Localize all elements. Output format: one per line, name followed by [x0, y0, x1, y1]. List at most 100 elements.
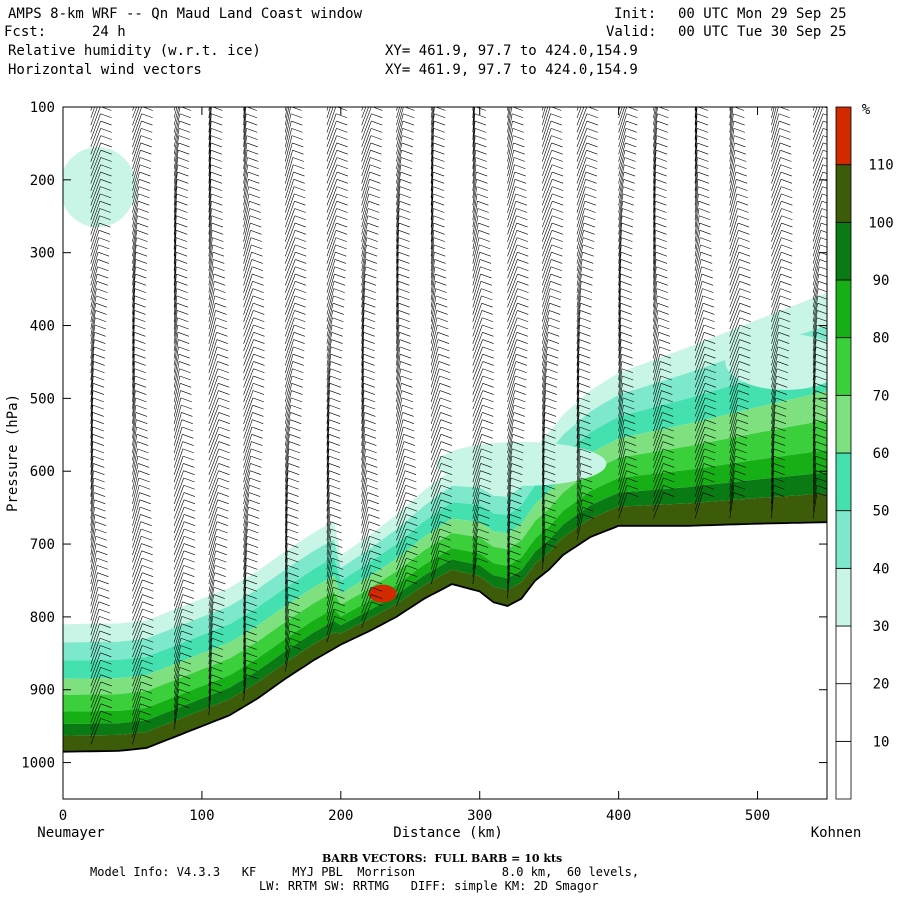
wind-barb-staff	[326, 332, 333, 359]
wind-barb-flag	[328, 441, 341, 446]
wind-barb-staff	[243, 222, 251, 250]
wind-barb-flag	[440, 492, 452, 497]
wind-barb-staff	[132, 718, 140, 745]
wind-barb-staff	[729, 470, 735, 497]
wind-barb-flag	[738, 368, 750, 374]
wind-barb-flag	[251, 251, 263, 257]
wind-barb-flag	[433, 142, 445, 148]
wind-barb-flag	[513, 426, 525, 432]
wind-barb-staff	[173, 660, 181, 687]
wind-barb-flag	[100, 179, 112, 184]
wind-barb-staff	[430, 536, 440, 563]
wind-barb-flag	[97, 266, 109, 272]
wind-barb-flag	[779, 310, 791, 315]
wind-barb-staff	[90, 128, 101, 155]
wind-barb-staff	[132, 659, 143, 687]
wind-barb-staff	[243, 507, 249, 534]
wind-barb-staff	[90, 332, 95, 359]
wind-barb-flag	[214, 579, 226, 585]
wind-barb-flag	[288, 616, 301, 621]
wind-barb-staff	[173, 397, 182, 424]
wind-barb-staff	[208, 215, 212, 242]
wind-barb-flag	[655, 237, 667, 242]
wind-barb-staff	[729, 107, 732, 118]
wind-barb-flag	[371, 120, 383, 126]
wind-barb-staff	[653, 179, 656, 206]
wind-barb-staff	[507, 332, 518, 359]
chart-title: AMPS 8-km WRF -- Qn Maud Land Coast wind…	[8, 6, 363, 22]
wind-barb-staff	[208, 579, 215, 607]
wind-barb-flag	[733, 484, 746, 490]
wind-barb-flag	[401, 383, 413, 388]
wind-barb-staff	[208, 339, 218, 366]
wind-barb-flag	[579, 332, 591, 337]
wind-barb-flag	[774, 434, 786, 439]
wind-barb-flag	[509, 528, 521, 534]
wind-barb-flag	[439, 375, 451, 381]
wind-barb-staff	[430, 201, 434, 228]
wind-barb-staff	[729, 441, 737, 468]
wind-barb-flag	[213, 594, 225, 599]
wind-barb-staff	[771, 186, 782, 213]
rh-patch-supersat	[368, 584, 397, 603]
wind-barb-flag	[253, 310, 265, 315]
wind-barb-staff	[694, 361, 706, 388]
wind-barb-flag	[515, 193, 527, 199]
wind-barb-flag	[295, 273, 307, 279]
wind-barb-staff	[243, 565, 247, 592]
wind-barb-staff	[541, 107, 549, 126]
wind-barb-staff	[812, 463, 817, 490]
wind-barb-staff	[618, 346, 622, 373]
wind-barb-flag	[134, 332, 146, 337]
wind-barb-staff	[132, 674, 142, 701]
wind-barb-flag	[93, 492, 106, 497]
colorbar-swatch	[835, 740, 852, 800]
wind-barb-flag	[92, 448, 105, 454]
wind-barb-flag	[294, 193, 306, 199]
wind-barb-staff	[326, 565, 333, 592]
wind-barb-flag	[135, 397, 147, 403]
wind-barb-flag	[509, 550, 521, 556]
wind-barb-flag	[703, 332, 716, 337]
wind-barb-staff	[243, 193, 250, 220]
wind-barb-flag	[739, 288, 751, 293]
wind-barb-flag	[334, 281, 346, 286]
wind-barb-flag	[179, 128, 191, 133]
wind-barb-flag	[544, 484, 556, 490]
wind-barb-staff	[396, 405, 403, 432]
wind-barb-flag	[210, 171, 223, 177]
wind-barb-staff	[132, 638, 143, 665]
wind-barb-staff	[173, 164, 179, 191]
wind-barb-flag	[212, 92, 223, 96]
wind-barb-staff	[90, 259, 99, 286]
wind-barb-staff	[208, 164, 212, 191]
colorbar-swatch	[835, 106, 852, 166]
wind-barb-flag	[369, 164, 382, 170]
wind-barb-flag	[181, 630, 193, 636]
wind-barb-staff	[694, 113, 698, 140]
wind-barb-flag	[815, 383, 827, 388]
wind-barb-flag	[136, 419, 148, 424]
wind-barb-staff	[541, 441, 545, 468]
wind-barb-flag	[776, 368, 789, 374]
wind-barb-flag	[96, 281, 108, 286]
wind-barb-staff	[132, 565, 143, 592]
wind-barb-staff	[653, 266, 657, 293]
wind-barb-flag	[398, 244, 410, 250]
wind-barb-staff	[694, 121, 698, 148]
wind-barb-staff	[472, 426, 483, 454]
wind-barb-staff	[326, 107, 334, 126]
wind-barb-staff	[243, 536, 248, 563]
wind-barb-staff	[771, 107, 779, 133]
wind-barb-flag	[620, 266, 632, 272]
wind-barb-flag	[657, 310, 669, 315]
wind-barb-staff	[694, 324, 705, 352]
wind-barb-flag	[551, 128, 563, 133]
wind-barb-staff	[326, 230, 337, 257]
wind-barb-flag	[661, 404, 674, 410]
wind-barb-flag	[478, 521, 490, 526]
wind-barb-flag	[336, 222, 348, 228]
wind-barb-flag	[659, 85, 670, 89]
wind-barb-flag	[515, 383, 527, 388]
